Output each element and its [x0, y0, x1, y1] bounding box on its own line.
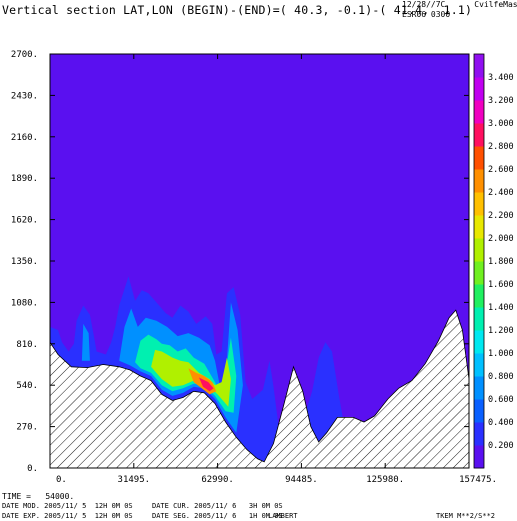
- colorbar-segment: [474, 330, 484, 354]
- colorbar-segment: [474, 445, 484, 469]
- contour-region-6: [199, 377, 214, 392]
- y-tick-label: 2700.: [11, 50, 38, 60]
- header-date-value: 12/28//7C: [402, 0, 446, 9]
- contour-region-1: [81, 323, 90, 361]
- y-tick-label: 2430.: [11, 91, 38, 101]
- header-tag: CvilfeMas: [474, 0, 517, 9]
- colorbar-segment: [474, 77, 484, 101]
- colorbar-frame: [473, 53, 485, 469]
- colorbar-label: 0.800: [488, 372, 514, 382]
- colorbar-segment: [474, 123, 484, 147]
- colorbar-label: 1.800: [488, 257, 514, 267]
- x-tick-label: 125980.: [366, 475, 404, 485]
- colorbar-label: 2.800: [488, 142, 514, 152]
- colorbar-segment: [474, 284, 484, 308]
- colorbar-segment: [474, 100, 484, 124]
- chart-title: Vertical section LAT,LON (BEGIN)-(END)=(…: [2, 3, 473, 17]
- contour-region-4: [151, 349, 231, 407]
- footer-date-seg: DATE SEG. 2005/11/ 6 1H 0M 0S: [152, 512, 283, 520]
- colorbar-segment: [474, 307, 484, 331]
- colorbar-label: 0.200: [488, 441, 514, 451]
- colorbar-segment: [474, 376, 484, 400]
- colorbar-segment: [474, 54, 484, 78]
- terrain-outline: [50, 309, 469, 463]
- colorbar-label: 2.200: [488, 211, 514, 221]
- colorbar-segment: [474, 422, 484, 446]
- colorbar-label: 2.400: [488, 188, 514, 198]
- colorbar-label: 2.000: [488, 234, 514, 244]
- footer-projection: LAMBERT: [268, 512, 298, 520]
- colorbar-segment: [474, 169, 484, 193]
- footer-units: TKEM M**2/S**2: [436, 512, 496, 520]
- colorbar-segment: [474, 261, 484, 285]
- colorbar-label: 2.600: [488, 165, 514, 175]
- footer-date-exp: DATE EXP. 2005/11/ 5 12H 0M 0S: [2, 512, 133, 520]
- axes: 0. 31495. 62990. 94485. 125980. 157475. 0. 270.…: [11, 50, 497, 485]
- x-tick-label: 157475.: [459, 475, 497, 485]
- colorbar-segment: [474, 399, 484, 423]
- colorbar-label: 1.400: [488, 303, 514, 313]
- x-tick-label: 94485.: [285, 475, 318, 485]
- y-tick-label: 1620.: [11, 216, 38, 226]
- colorbar-label: 1.000: [488, 349, 514, 359]
- footer-time: TIME = 54000.: [2, 492, 75, 501]
- y-tick-label: 1890.: [11, 174, 38, 184]
- colorbar-segment: [474, 238, 484, 262]
- y-tick-label: 1080.: [11, 298, 38, 308]
- colorbar-label: 3.400: [488, 73, 514, 83]
- y-tick-label: 810.: [16, 340, 38, 350]
- y-tick-label: 2160.: [11, 133, 38, 143]
- header-date: 12/28//7C CvilfeMas: [402, 1, 517, 9]
- colorbar-label: 1.200: [488, 326, 514, 336]
- footer-date-mod: DATE MOD. 2005/11/ 5 12H 0M 0S: [2, 502, 133, 510]
- colorbar-segment: [474, 192, 484, 216]
- colorbar-segment: [474, 215, 484, 239]
- header-model: ESR06 0300: [402, 10, 451, 19]
- y-tick-label: 0.: [27, 464, 38, 474]
- y-tick-label: 270.: [16, 423, 38, 433]
- terrain-fill: [50, 310, 469, 468]
- colorbar-label: 3.200: [488, 96, 514, 106]
- colorbar-segment: [474, 353, 484, 377]
- colorbar-label: 3.000: [488, 119, 514, 129]
- colorbar-segment: [474, 146, 484, 170]
- colorbar: 0.200 0.400 0.600 0.800 1.000 1.200 1.400 1.600…: [473, 53, 514, 469]
- colorbar-label: 0.400: [488, 418, 514, 428]
- y-tick-label: 540.: [16, 381, 38, 391]
- x-tick-label: 0.: [56, 475, 67, 485]
- x-tick-label: 62990.: [201, 475, 234, 485]
- y-tick-label: 1350.: [11, 257, 38, 267]
- footer-date-cur: DATE CUR. 2005/11/ 6 3H 0M 0S: [152, 502, 283, 510]
- x-tick-label: 31495.: [118, 475, 151, 485]
- colorbar-label: 1.600: [488, 280, 514, 290]
- colorbar-label: 0.600: [488, 395, 514, 405]
- plot-area: [50, 54, 469, 468]
